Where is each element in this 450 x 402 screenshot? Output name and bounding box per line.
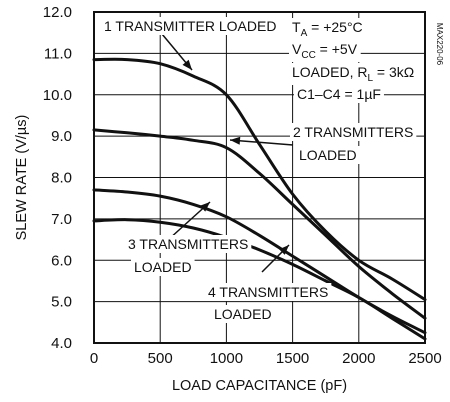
condition-background: [289, 18, 366, 40]
condition-ta: TA = +25°C: [292, 19, 363, 39]
condition-vcc: VCC = +5V: [292, 41, 358, 61]
label-background: [211, 305, 275, 323]
annotation-4-transmitters-loaded: LOADED: [214, 306, 272, 322]
series-2-transmitters-line: [92, 128, 427, 320]
leader-arrowhead: [182, 59, 192, 70]
annotation-3-transmitters: 3 TRANSMITTERS: [128, 236, 248, 252]
annotation-1-transmitter: 1 TRANSMITTER LOADED: [104, 18, 276, 34]
annotation-2-transmitters: 2 TRANSMITTERS: [293, 124, 413, 140]
annotation-3-transmitters-loaded-group: LOADED: [131, 258, 195, 276]
annotation-2-transmitters-group: 2 TRANSMITTERS: [290, 123, 417, 141]
y-tick-label: 9.0: [51, 128, 72, 145]
x-tick-label: 2000: [342, 350, 375, 367]
annotation-1-transmitter-group: 1 TRANSMITTER LOADED: [101, 17, 280, 35]
condition-background: [289, 40, 361, 62]
y-tick-label: 7.0: [51, 211, 72, 228]
leader-line-2: [229, 139, 294, 146]
y-tick-label: 6.0: [51, 252, 72, 269]
annotation-2-transmitters-loaded-group: LOADED: [296, 146, 360, 164]
annotation-4-transmitters-loaded-group: LOADED: [211, 305, 275, 323]
label-background: [131, 258, 195, 276]
x-tick-label: 0: [90, 350, 98, 367]
y-tick-label: 5.0: [51, 294, 72, 311]
x-tick-label: 1000: [210, 350, 243, 367]
x-tick-label: 2500: [408, 350, 441, 367]
annotation-labels: 1 TRANSMITTER LOADED 2 TRANSMITTERS LOADED…: [101, 17, 417, 323]
y-tick-label: 11.0: [44, 45, 72, 62]
leader-arrowhead: [279, 245, 289, 255]
x-axis-label: LOAD CAPACITANCE (pF): [172, 378, 347, 394]
label-background: [290, 123, 417, 141]
annotation-3-transmitters-loaded: LOADED: [134, 259, 192, 275]
y-tick-label: 8.0: [51, 170, 72, 187]
y-tick-label: 12.0: [43, 4, 72, 21]
figure-code: MAX220-06: [435, 23, 444, 66]
plot-frame: [93, 11, 426, 344]
annotation-4-transmitters-group: 4 TRANSMITTERS: [205, 283, 332, 301]
label-background: [205, 283, 332, 301]
x-tick-labels: 0 500 1000 1500 2000 2500: [90, 350, 442, 367]
test-conditions: TA = +25°C VCC = +5V LOADED, RL = 3kΩ C1…: [289, 18, 418, 103]
leader-arrowhead: [230, 136, 241, 145]
y-tick-label: 4.0: [51, 335, 72, 352]
condition-background: [294, 85, 384, 103]
series-1-transmitter-line: [92, 57, 427, 302]
label-background: [101, 17, 280, 35]
condition-load: LOADED, RL = 3kΩ: [292, 64, 414, 84]
annotation-4-transmitters: 4 TRANSMITTERS: [208, 284, 328, 300]
y-axis-label: SLEW RATE (V/µs): [14, 115, 30, 241]
label-background: [296, 146, 360, 164]
annotation-2-transmitters-loaded: LOADED: [299, 147, 357, 163]
condition-background: [289, 63, 418, 85]
annotation-3-transmitters-group: 3 TRANSMITTERS: [125, 235, 252, 253]
series-4-transmitters-line: [92, 218, 427, 341]
condition-capacitors: C1–C4 = 1µF: [297, 86, 381, 102]
leader-arrowhead: [199, 202, 210, 212]
label-background: [125, 235, 252, 253]
y-tick-label: 10.0: [43, 87, 72, 104]
x-tick-label: 1500: [276, 350, 309, 367]
series-layer: [92, 57, 427, 341]
x-tick-label: 500: [148, 350, 173, 367]
y-tick-labels: 4.0 5.0 6.0 7.0 8.0 9.0 10.0 11.0 12.0: [43, 4, 72, 352]
